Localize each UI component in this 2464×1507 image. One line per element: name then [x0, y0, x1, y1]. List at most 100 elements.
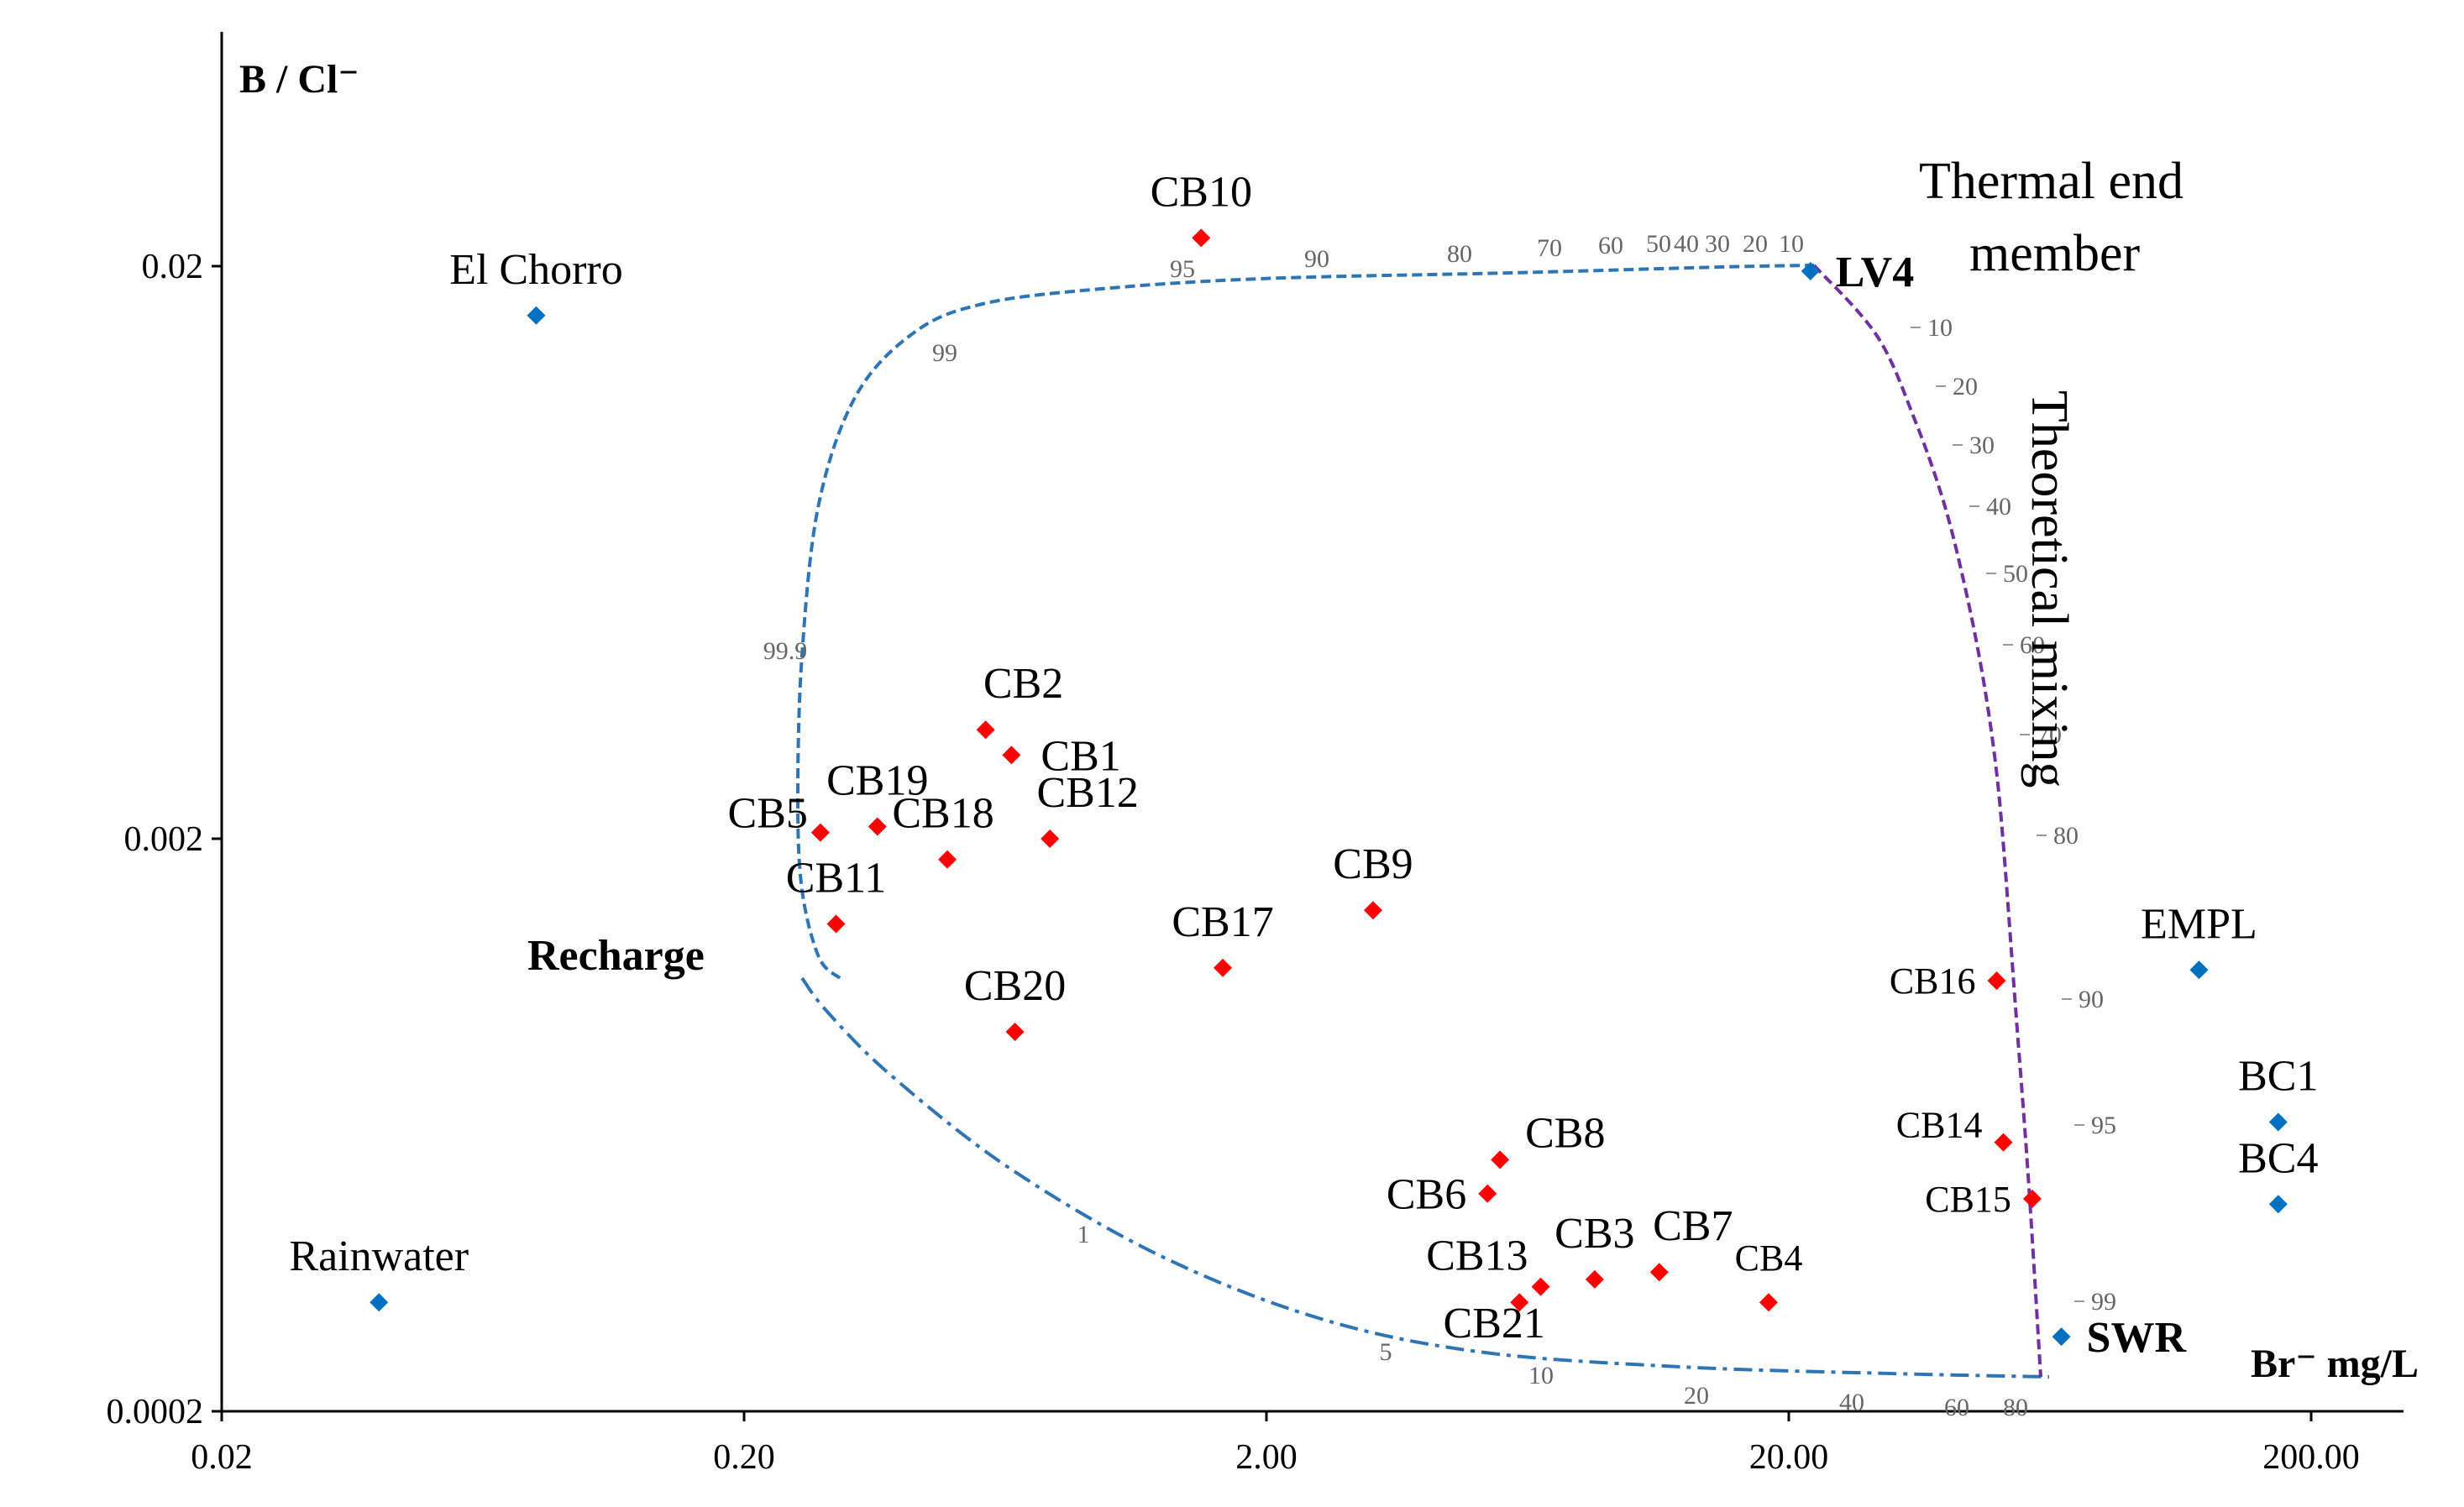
data-points-group — [370, 228, 2288, 1347]
point-cb18 — [938, 850, 957, 869]
label-empl: EMPL — [2141, 900, 2257, 948]
point-cb13 — [1531, 1277, 1550, 1296]
thermal-mixing-tick-label: 50 — [1646, 230, 1671, 258]
label-cb14: CB14 — [1896, 1105, 1983, 1146]
label-cb11: CB11 — [786, 854, 886, 902]
point-lv4 — [1801, 261, 1820, 280]
seawater-mixing-tick-label: 1 — [1077, 1221, 1090, 1248]
point-cb17 — [1214, 958, 1233, 977]
thermal-end-member-label-2: member — [1969, 225, 2140, 282]
label-cb19: CB19 — [826, 757, 928, 805]
seawater-mixing-tick-label: 60 — [1944, 1394, 1969, 1421]
point-swr — [2052, 1327, 2071, 1347]
y-tick-label: 0.02 — [142, 248, 204, 286]
point-cb16 — [1987, 971, 2006, 991]
point-cb19 — [868, 817, 887, 836]
label-cb13: CB13 — [1426, 1232, 1528, 1280]
point-cb21 — [1510, 1293, 1529, 1312]
point-cb8 — [1491, 1150, 1510, 1169]
label-cb18: CB18 — [892, 790, 993, 838]
label-el-chorro: El Chorro — [449, 246, 623, 294]
point-el-chorro — [527, 306, 546, 325]
point-cb6 — [1478, 1184, 1497, 1203]
label-cb15: CB15 — [1925, 1179, 2011, 1220]
label-cb3: CB3 — [1554, 1210, 1634, 1258]
thermal-seawater-mixing-curve — [1812, 264, 2042, 1378]
x-tick-label: 0.02 — [191, 1438, 253, 1477]
point-rainwater — [370, 1293, 389, 1312]
point-cb5 — [810, 823, 830, 842]
thermal-mixing-tick-label: 90 — [1304, 245, 1329, 273]
x-tick-label: 20.00 — [1749, 1438, 1829, 1477]
thermal-mixing-tick-label: 20 — [1743, 230, 1768, 258]
thermal-mixing-tick-label: 99 — [932, 339, 957, 367]
thermal-mixing-tick-label: 60 — [1598, 232, 1623, 259]
seawater-mixing-tick-label: 5 — [1380, 1338, 1392, 1366]
point-empl — [2189, 960, 2209, 980]
purple-mixing-tick-label: 90 — [2079, 986, 2104, 1013]
x-axis-title: Br⁻ mg/L — [2251, 1342, 2419, 1386]
point-cb10 — [1192, 228, 1211, 248]
seawater-mixing-tick-label: 20 — [1684, 1382, 1709, 1410]
x-tick-group: 0.02 0.20 2.00 20.00 200.00 — [191, 1411, 2360, 1477]
label-cb20: CB20 — [964, 962, 1066, 1010]
point-bc1 — [2268, 1112, 2288, 1132]
theoretical-mixing-label: Theoretical mixing — [2021, 390, 2078, 788]
label-swr: SWR — [2087, 1314, 2188, 1362]
point-cb1 — [1002, 746, 1021, 765]
y-tick-label: 0.002 — [124, 820, 204, 859]
x-tick-label: 0.20 — [713, 1438, 775, 1477]
label-cb9: CB9 — [1333, 840, 1413, 888]
label-cb21: CB21 — [1444, 1300, 1545, 1347]
thermal-mixing-tick-label: 40 — [1674, 230, 1699, 258]
purple-mixing-tick-label: 80 — [2053, 822, 2079, 850]
thermal-mixing-tick-label: 95 — [1170, 255, 1195, 283]
x-tick-label: 2.00 — [1235, 1438, 1298, 1477]
seawater-mixing-tick-label: 80 — [2003, 1394, 2028, 1421]
point-cb4 — [1759, 1293, 1779, 1312]
purple-mixing-tick-label: 95 — [2091, 1112, 2116, 1139]
label-cb7: CB7 — [1653, 1202, 1733, 1250]
point-cb12 — [1041, 829, 1060, 848]
label-cb1: CB1 — [1041, 732, 1120, 780]
point-cb7 — [1649, 1263, 1669, 1282]
thermal-mixing-tick-label: 70 — [1537, 234, 1562, 262]
purple-mixing-tick-label: 40 — [1986, 493, 2011, 521]
label-cb17: CB17 — [1172, 898, 1273, 946]
purple-mixing-tick-label: 10 — [1927, 314, 1953, 342]
thermal-mixing-tick-label: 80 — [1447, 240, 1472, 268]
point-cb20 — [1005, 1022, 1025, 1041]
thermal-recharge-mixing-curve — [795, 264, 1815, 980]
purple-mixing-tick-label: 60 — [2020, 631, 2045, 659]
label-bc4: BC4 — [2238, 1134, 2318, 1182]
thermal-mixing-tick-label: 99.9 — [763, 637, 808, 665]
label-cb6: CB6 — [1387, 1171, 1466, 1219]
purple-mixing-tick-label: 30 — [1969, 432, 1995, 459]
seawater-recharge-mixing-curve — [800, 976, 2050, 1379]
purple-mixing-tick-label: 99 — [2091, 1288, 2116, 1316]
thermal-mixing-tick-label: 10 — [1779, 230, 1804, 258]
label-rainwater: Rainwater — [289, 1232, 469, 1280]
y-axis-title: B / Cl⁻ — [239, 57, 359, 102]
purple-mixing-tick-label: 50 — [2003, 560, 2028, 588]
point-cb15 — [2022, 1189, 2042, 1208]
point-cb11 — [826, 914, 846, 934]
point-bc4 — [2268, 1195, 2288, 1214]
seawater-mixing-tick-label: 40 — [1839, 1389, 1864, 1416]
point-cb9 — [1363, 901, 1382, 920]
purple-mixing-tick-label: 70 — [2037, 721, 2062, 749]
label-cb10: CB10 — [1151, 168, 1252, 216]
point-cb2 — [976, 720, 995, 740]
thermal-end-member-label: Thermal end — [1919, 153, 2184, 210]
label-cb5: CB5 — [728, 790, 808, 838]
point-cb14 — [1994, 1133, 2013, 1152]
seawater-mixing-tick-label: 10 — [1528, 1362, 1554, 1389]
label-cb16: CB16 — [1890, 960, 1976, 1002]
thermal-mixing-tick-label: 30 — [1705, 230, 1730, 258]
recharge-label: Recharge — [527, 932, 705, 980]
label-cb2: CB2 — [983, 660, 1063, 708]
label-lv4: LV4 — [1836, 249, 1914, 296]
label-cb4: CB4 — [1735, 1238, 1803, 1279]
